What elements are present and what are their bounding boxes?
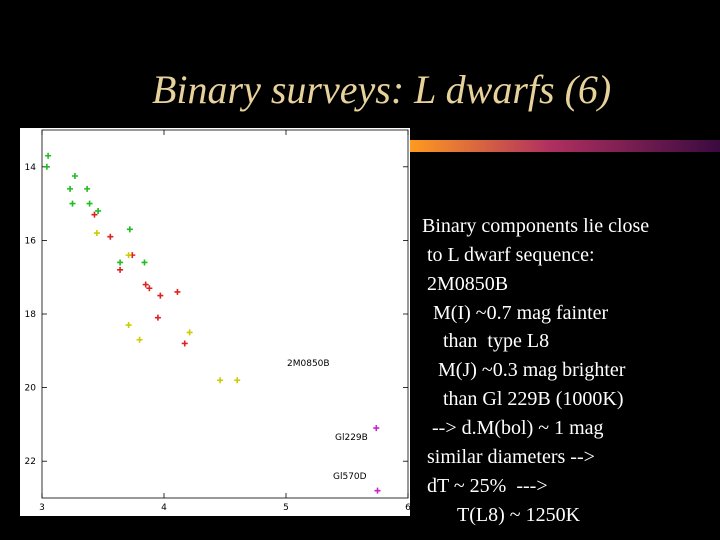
- x-tick-label: 4: [161, 503, 167, 513]
- data-point: [117, 259, 124, 266]
- body-line: 2M0850B: [427, 273, 509, 295]
- data-point: [154, 314, 161, 321]
- data-point: [91, 211, 98, 218]
- data-point: [186, 329, 193, 336]
- data-point: [45, 152, 52, 159]
- x-tick-label: 3: [39, 503, 45, 513]
- title-underline: [410, 140, 720, 152]
- data-point: [181, 340, 188, 347]
- data-point: [234, 377, 241, 384]
- data-point: [86, 200, 93, 207]
- body-line: M(I) ~0.7 mag fainter: [433, 302, 609, 324]
- y-tick-label: 18: [25, 310, 37, 320]
- data-point: [373, 425, 380, 432]
- x-axis-label: I - J: [215, 517, 229, 527]
- data-point: [141, 259, 148, 266]
- x-tick-label: 5: [283, 503, 289, 513]
- data-point: [117, 266, 124, 273]
- data-point: [71, 173, 78, 179]
- data-point: [146, 285, 153, 292]
- y-axis-label: MJ: [7, 309, 17, 319]
- y-tick-label: 16: [25, 236, 37, 246]
- annotation: Gl229B: [335, 433, 368, 443]
- data-point: [174, 288, 181, 295]
- data-point: [93, 230, 100, 237]
- body-line: Binary components lie close: [422, 215, 650, 237]
- body-line: T(L8) ~ 1250K: [457, 504, 581, 526]
- data-point: [95, 207, 102, 214]
- body-line: M(J) ~0.3 mag brighter: [438, 359, 626, 381]
- data-point: [374, 487, 381, 494]
- data-point: [84, 185, 91, 192]
- data-point: [126, 226, 133, 233]
- data-point: [125, 322, 132, 329]
- chart-background: [20, 128, 410, 516]
- data-point: [67, 185, 74, 192]
- annotation: Gl570D: [333, 472, 367, 482]
- body-line: similar diameters -->: [427, 446, 595, 468]
- data-point: [69, 200, 76, 207]
- data-point: [107, 233, 114, 240]
- data-point: [217, 377, 224, 384]
- body-line: --> d.M(bol) ~ 1 mag: [432, 417, 604, 439]
- data-point: [43, 163, 50, 170]
- data-point: [125, 252, 132, 259]
- data-point: [157, 292, 164, 299]
- y-tick-label: 22: [25, 457, 36, 467]
- body-line: than Gl 229B (1000K): [443, 388, 624, 410]
- y-tick-label: 14: [25, 163, 37, 173]
- body-line: than type L8: [443, 330, 550, 352]
- body-line: dT ~ 25% --->: [427, 475, 548, 497]
- body-line: to L dwarf sequence:: [427, 244, 595, 266]
- annotation: 2M0850B: [287, 359, 330, 369]
- slide-title: Binary surveys: L dwarfs (6): [152, 67, 612, 112]
- data-point: [136, 336, 143, 343]
- data-point: [142, 281, 149, 288]
- y-tick-label: 20: [25, 384, 37, 394]
- x-tick-label: 6: [405, 503, 411, 513]
